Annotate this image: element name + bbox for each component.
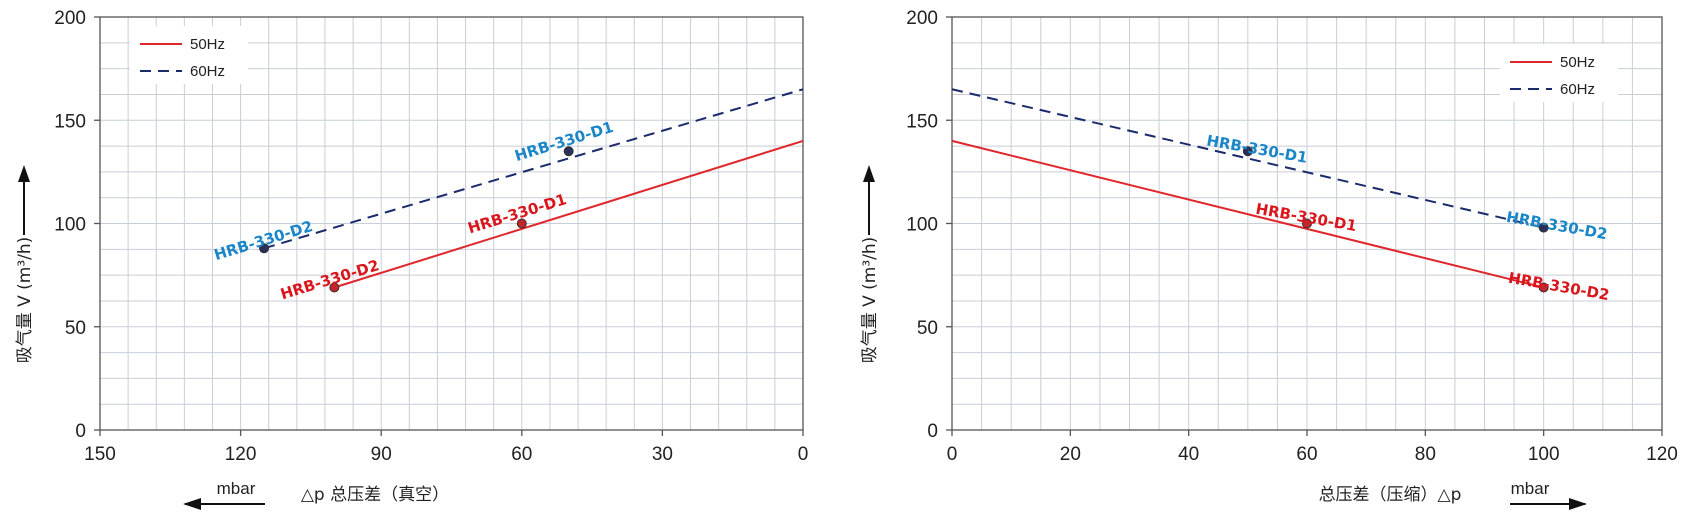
- legend-background: [1500, 44, 1618, 102]
- legend: 50Hz 60Hz: [130, 26, 248, 84]
- data-point-label: HRB-330-D2: [278, 256, 381, 303]
- data-point-marker: [1302, 218, 1312, 229]
- y-axis-label: 吸气量 V (m³/h): [15, 237, 35, 364]
- x-axis-arrow-head: [1569, 498, 1587, 510]
- legend: 50Hz 60Hz: [1500, 44, 1618, 102]
- y-axis-arrow-head: [18, 165, 30, 182]
- series-line-50hz: [334, 139, 804, 289]
- x-tick-label: 20: [1060, 444, 1081, 465]
- y-tick-label: 200: [54, 8, 86, 29]
- data-point-label: HRB-330-D2: [1507, 269, 1611, 304]
- data-point-marker: [329, 282, 340, 293]
- legend-label: 60Hz: [190, 63, 225, 80]
- x-axis-arrow-head: [183, 498, 201, 510]
- grid: [100, 17, 803, 430]
- data-point-marker: [259, 243, 270, 254]
- legend-label: 60Hz: [1560, 81, 1595, 98]
- legend-background: [130, 26, 248, 84]
- x-tick-label: 60: [511, 444, 532, 465]
- x-axis-label: △p 总压差（真空）: [301, 485, 449, 505]
- y-tick-label: 150: [54, 111, 86, 132]
- y-tick-label: 50: [917, 318, 938, 339]
- x-tick-label: 80: [1415, 444, 1436, 465]
- x-tick-label: 120: [225, 444, 257, 465]
- chart-1: 150 120 90 60 30 0 0 50 100 150 200 吸气量 V (m³/h) △p …: [15, 8, 808, 510]
- data-point-marker: [1538, 222, 1549, 233]
- chart-2: 0 20 40 60 80 100 120 0 50 100 150 200 吸气量 V (m³/h) 总…: [860, 8, 1678, 510]
- legend-label: 50Hz: [1560, 54, 1595, 71]
- x-axis-unit: mbar: [1511, 479, 1550, 498]
- grid: [952, 17, 1662, 430]
- data-point-label: HRB-330-D1: [513, 118, 616, 165]
- series-line-50hz: [951, 139, 1544, 289]
- x-tick-label: 90: [371, 444, 392, 465]
- data-point-label: HRB-330-D2: [1505, 208, 1609, 243]
- x-tick-label: 30: [652, 444, 673, 465]
- x-axis-unit: mbar: [217, 479, 256, 498]
- data-point-marker: [1538, 282, 1549, 293]
- data-point-label: HRB-330-D1: [1254, 200, 1358, 235]
- x-tick-label: 0: [947, 444, 958, 465]
- x-tick-label: 100: [1528, 444, 1560, 465]
- y-tick-label: 0: [75, 421, 86, 442]
- x-axis-label: 总压差（压缩）△p: [1319, 485, 1462, 505]
- data-point-marker: [516, 218, 527, 229]
- x-tick-label: 150: [84, 444, 116, 465]
- y-tick-label: 0: [927, 421, 938, 442]
- y-axis-arrow-head: [863, 165, 875, 182]
- x-tick-label: 60: [1296, 444, 1317, 465]
- x-tick-label: 120: [1646, 444, 1678, 465]
- x-tick-label: 0: [798, 444, 809, 465]
- series-line-60hz: [263, 88, 804, 250]
- y-tick-label: 150: [906, 111, 938, 132]
- y-tick-label: 100: [906, 215, 938, 236]
- data-point-marker: [1242, 146, 1253, 157]
- data-point-marker: [563, 146, 574, 157]
- legend-label: 50Hz: [190, 36, 225, 53]
- y-tick-label: 200: [906, 8, 938, 29]
- data-point-label: HRB-330-D2: [212, 217, 315, 264]
- y-tick-label: 100: [54, 215, 86, 236]
- series-line-60hz: [951, 88, 1544, 229]
- y-axis-label: 吸气量 V (m³/h): [860, 237, 880, 364]
- y-tick-label: 50: [65, 318, 86, 339]
- x-tick-label: 40: [1178, 444, 1199, 465]
